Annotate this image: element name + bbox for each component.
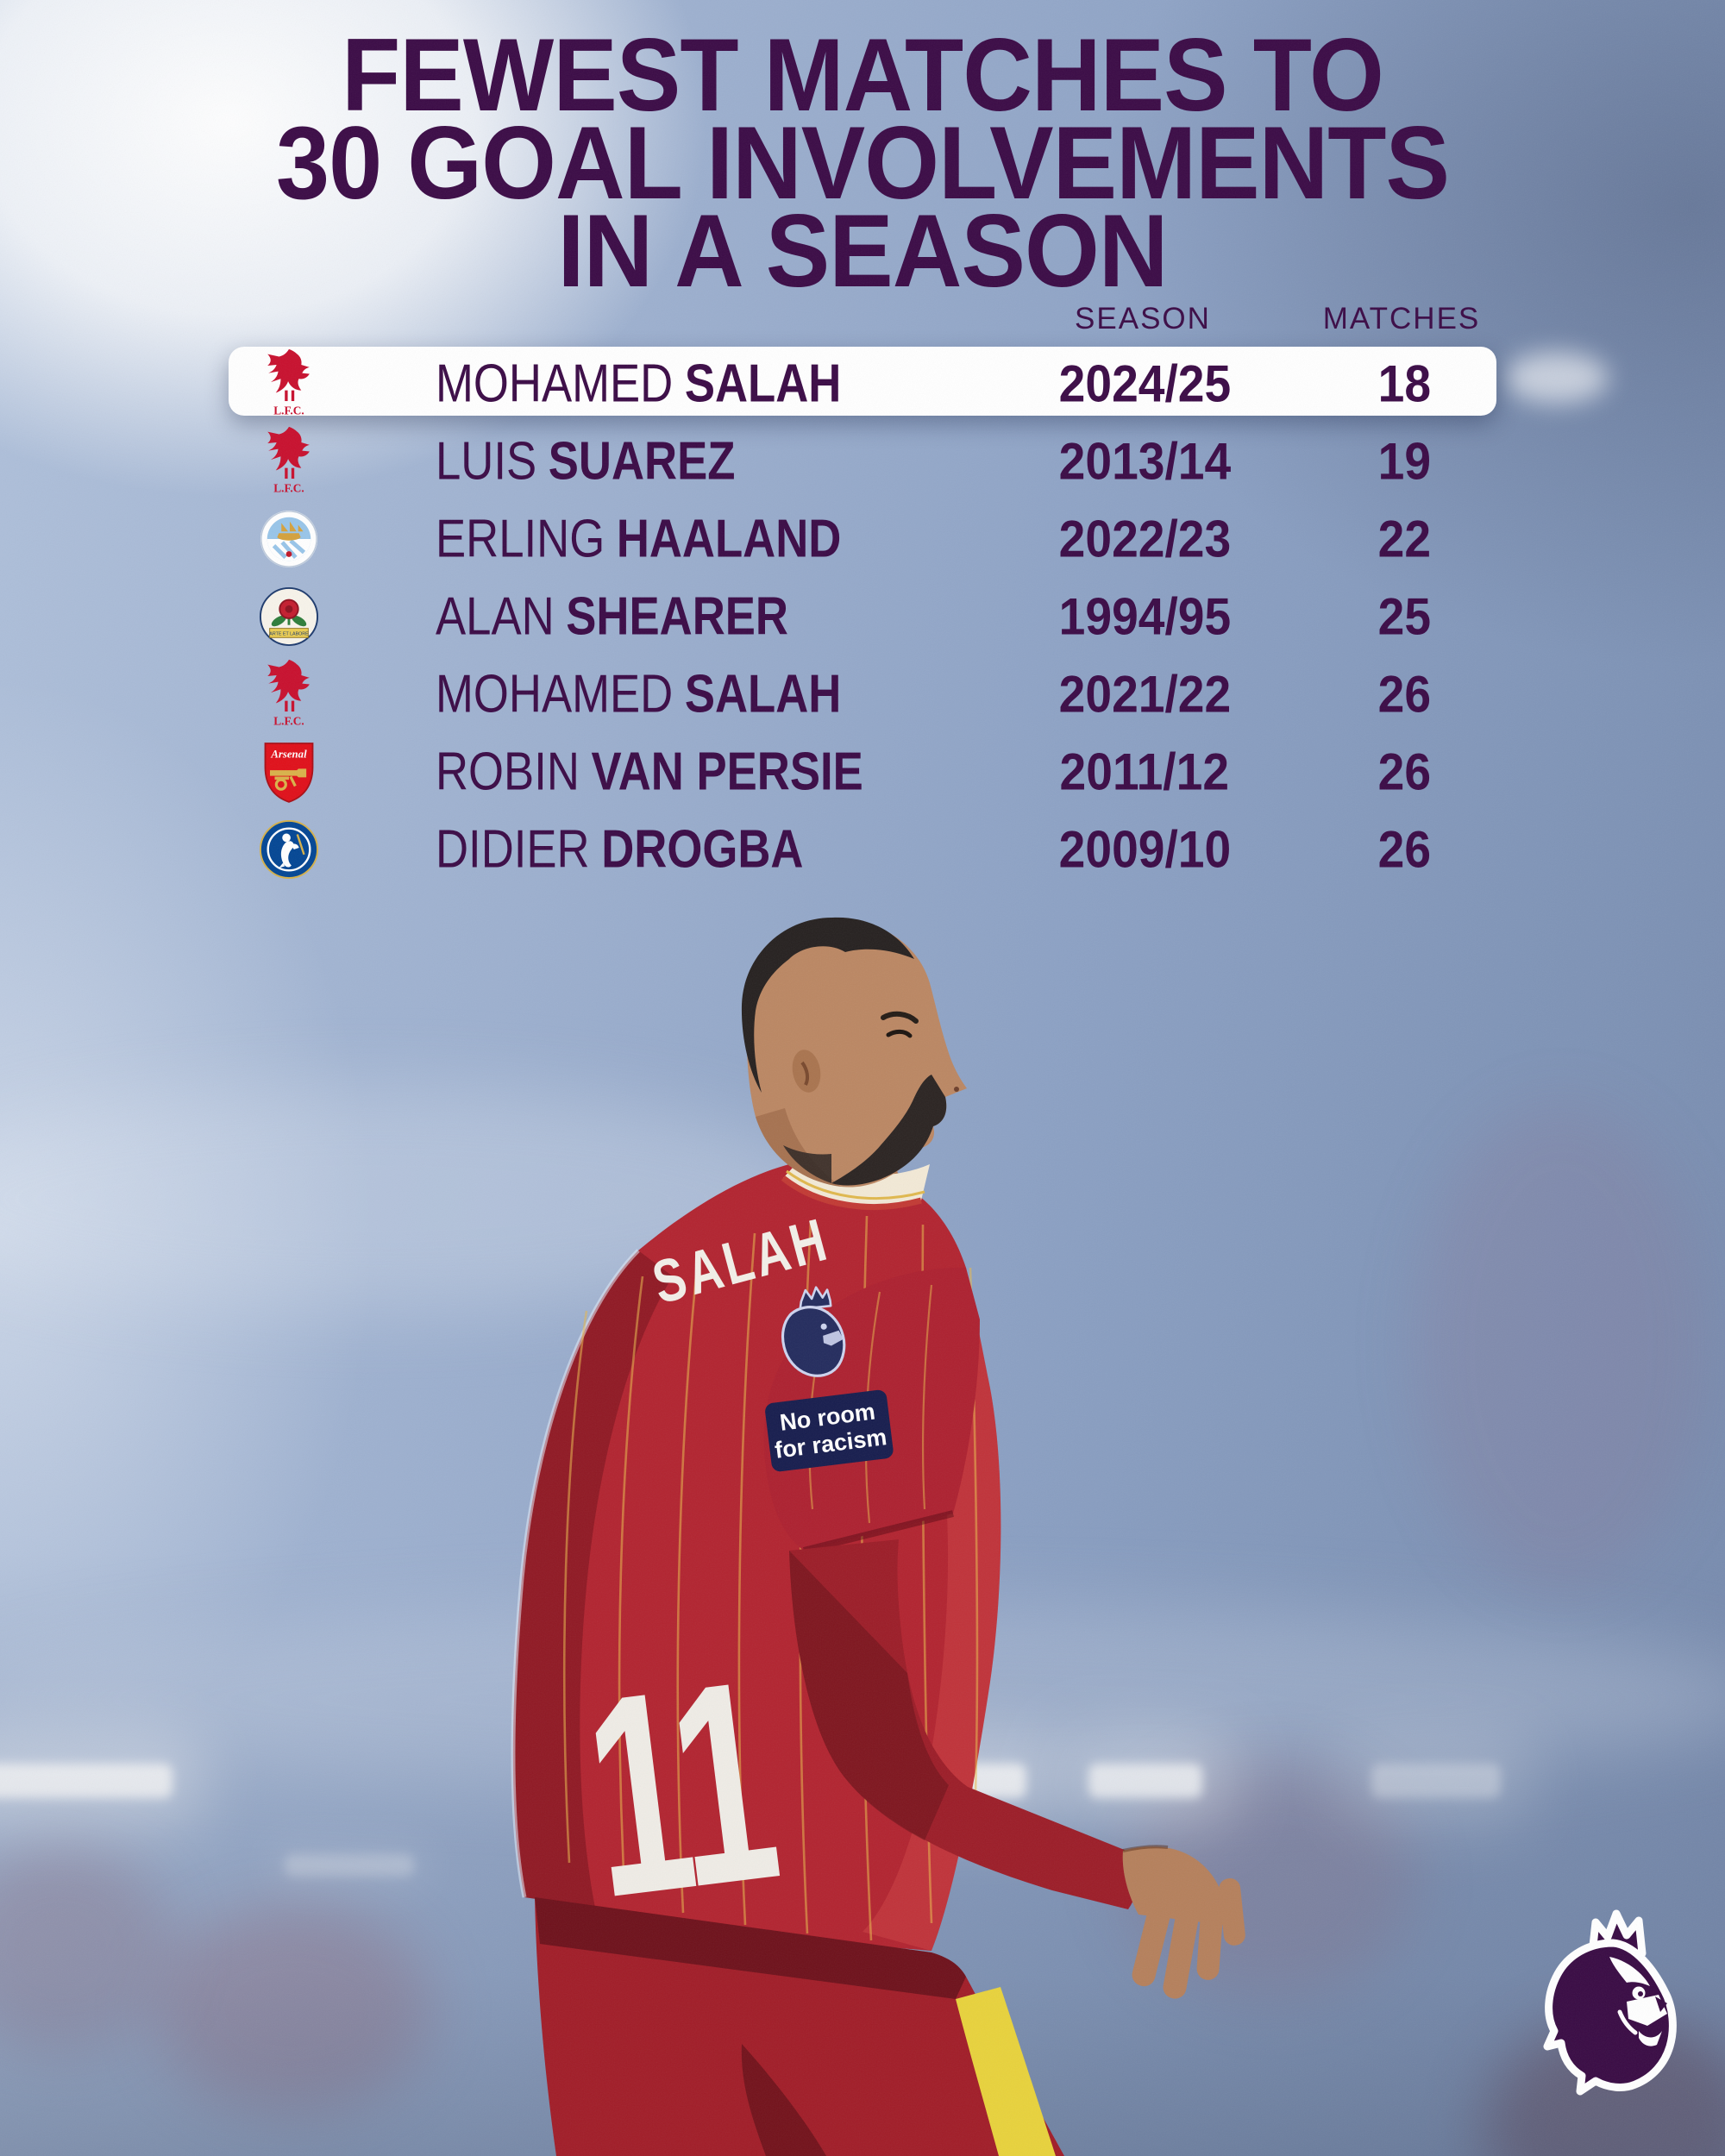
season-value: 2011/12 xyxy=(1059,743,1230,801)
page-title: FEWEST MATCHES TO 30 GOAL INVOLVEMENTS I… xyxy=(60,23,1665,303)
matches-value: 26 xyxy=(1377,743,1431,801)
season-value: 2009/10 xyxy=(1058,820,1231,879)
matches-value: 26 xyxy=(1377,820,1431,879)
table-row: L.F.C. LUIS SUAREZ 2013/14 19 xyxy=(229,423,1496,500)
near-hand xyxy=(1122,1846,1245,1999)
player-head xyxy=(741,917,967,1188)
table-row: Arsenal ROBIN VAN PERSIE 2011/12 26 xyxy=(229,733,1496,811)
club-badge-liverpool: L.F.C. xyxy=(229,425,349,498)
matches-value: 22 xyxy=(1377,510,1431,568)
table-row: DIDIER DROGBA 2009/10 26 xyxy=(229,811,1496,888)
table-row: ARTE ET LABORE ALAN SHEARER 1994/95 25 xyxy=(229,578,1496,655)
player-first-name: ALAN xyxy=(436,586,555,647)
player-first-name: MOHAMED xyxy=(436,354,674,414)
table-row: L.F.C. MOHAMED SALAH 2021/22 26 xyxy=(229,655,1496,733)
player-name: ALAN SHEARER xyxy=(436,586,850,648)
player-last-name: SALAH xyxy=(684,354,842,414)
season-value: 1994/95 xyxy=(1058,587,1231,646)
liverpool-crest-icon: L.F.C. xyxy=(267,659,310,727)
svg-text:L.F.C.: L.F.C. xyxy=(273,714,304,727)
matches-value: 19 xyxy=(1377,432,1431,491)
season-value: 2024/25 xyxy=(1058,354,1231,413)
player-last-name: VAN PERSIE xyxy=(591,742,863,802)
player-first-name: MOHAMED xyxy=(436,664,674,724)
liverpool-crest-icon: L.F.C. xyxy=(267,348,310,417)
floodlight-bar xyxy=(0,1764,172,1798)
svg-text:ARTE ET LABORE: ARTE ET LABORE xyxy=(269,631,309,636)
table-row: ERLING HAALAND 2022/23 22 xyxy=(229,500,1496,578)
season-value: 2013/14 xyxy=(1058,432,1231,491)
svg-text:L.F.C.: L.F.C. xyxy=(273,404,304,417)
player-first-name: ROBIN xyxy=(436,742,580,802)
svg-text:Arsenal: Arsenal xyxy=(270,749,307,761)
club-badge-liverpool: L.F.C. xyxy=(229,658,349,730)
crowd-tint xyxy=(1414,1104,1708,1587)
arsenal-crest-icon: Arsenal xyxy=(264,743,314,803)
floodlight-bar xyxy=(1371,1764,1501,1798)
player-name: DIDIER DROGBA xyxy=(436,819,869,881)
column-header-matches: MATCHES xyxy=(1322,302,1481,335)
premier-league-lion-logo xyxy=(1543,1909,1677,2096)
player-name: LUIS SUAREZ xyxy=(436,431,788,492)
crowd-tint xyxy=(0,1846,172,2053)
table-row: L.F.C. MOHAMED SALAH 2024/25 18 xyxy=(229,345,1496,423)
matches-value: 25 xyxy=(1377,587,1431,646)
club-badge-blackburn-rovers: ARTE ET LABORE xyxy=(229,586,349,647)
player-last-name: SHEARER xyxy=(566,586,788,647)
chelsea-crest-icon xyxy=(259,819,319,880)
player-last-name: SALAH xyxy=(684,664,842,724)
player-first-name: DIDIER xyxy=(436,819,590,880)
player-first-name: ERLING xyxy=(436,509,605,569)
matches-value: 26 xyxy=(1377,665,1431,724)
player-name: MOHAMED SALAH xyxy=(436,354,913,415)
club-badge-arsenal: Arsenal xyxy=(229,740,349,804)
player-last-name: HAALAND xyxy=(616,509,842,569)
column-header-season: SEASON xyxy=(1075,302,1211,335)
stats-table-rows: L.F.C. MOHAMED SALAH 2024/25 18 L.F.C. LUIS SUA… xyxy=(229,345,1496,888)
floodlight-bar xyxy=(285,1854,414,1877)
crowd-tint xyxy=(155,1906,431,2113)
player-name: MOHAMED SALAH xyxy=(436,664,913,725)
club-badge-chelsea xyxy=(229,819,349,880)
lens-flare xyxy=(1505,352,1609,404)
player-name: ROBIN VAN PERSIE xyxy=(436,742,938,803)
matches-value: 18 xyxy=(1377,354,1431,413)
blackburn-rovers-crest-icon: ARTE ET LABORE xyxy=(259,586,319,647)
liverpool-crest-icon: L.F.C. xyxy=(267,426,310,494)
player-last-name: DROGBA xyxy=(601,819,804,880)
player-last-name: SUAREZ xyxy=(548,431,736,492)
svg-text:L.F.C.: L.F.C. xyxy=(273,481,304,494)
club-badge-liverpool: L.F.C. xyxy=(229,348,349,420)
player-name: ERLING HAALAND xyxy=(436,509,913,570)
player-photo-salah: SALAH 11 No room for racism xyxy=(511,917,1245,2156)
season-value: 2021/22 xyxy=(1058,665,1231,724)
player-first-name: LUIS xyxy=(436,431,537,492)
manchester-city-crest-icon xyxy=(260,510,318,568)
club-badge-manchester-city xyxy=(229,509,349,569)
season-value: 2022/23 xyxy=(1058,510,1231,568)
